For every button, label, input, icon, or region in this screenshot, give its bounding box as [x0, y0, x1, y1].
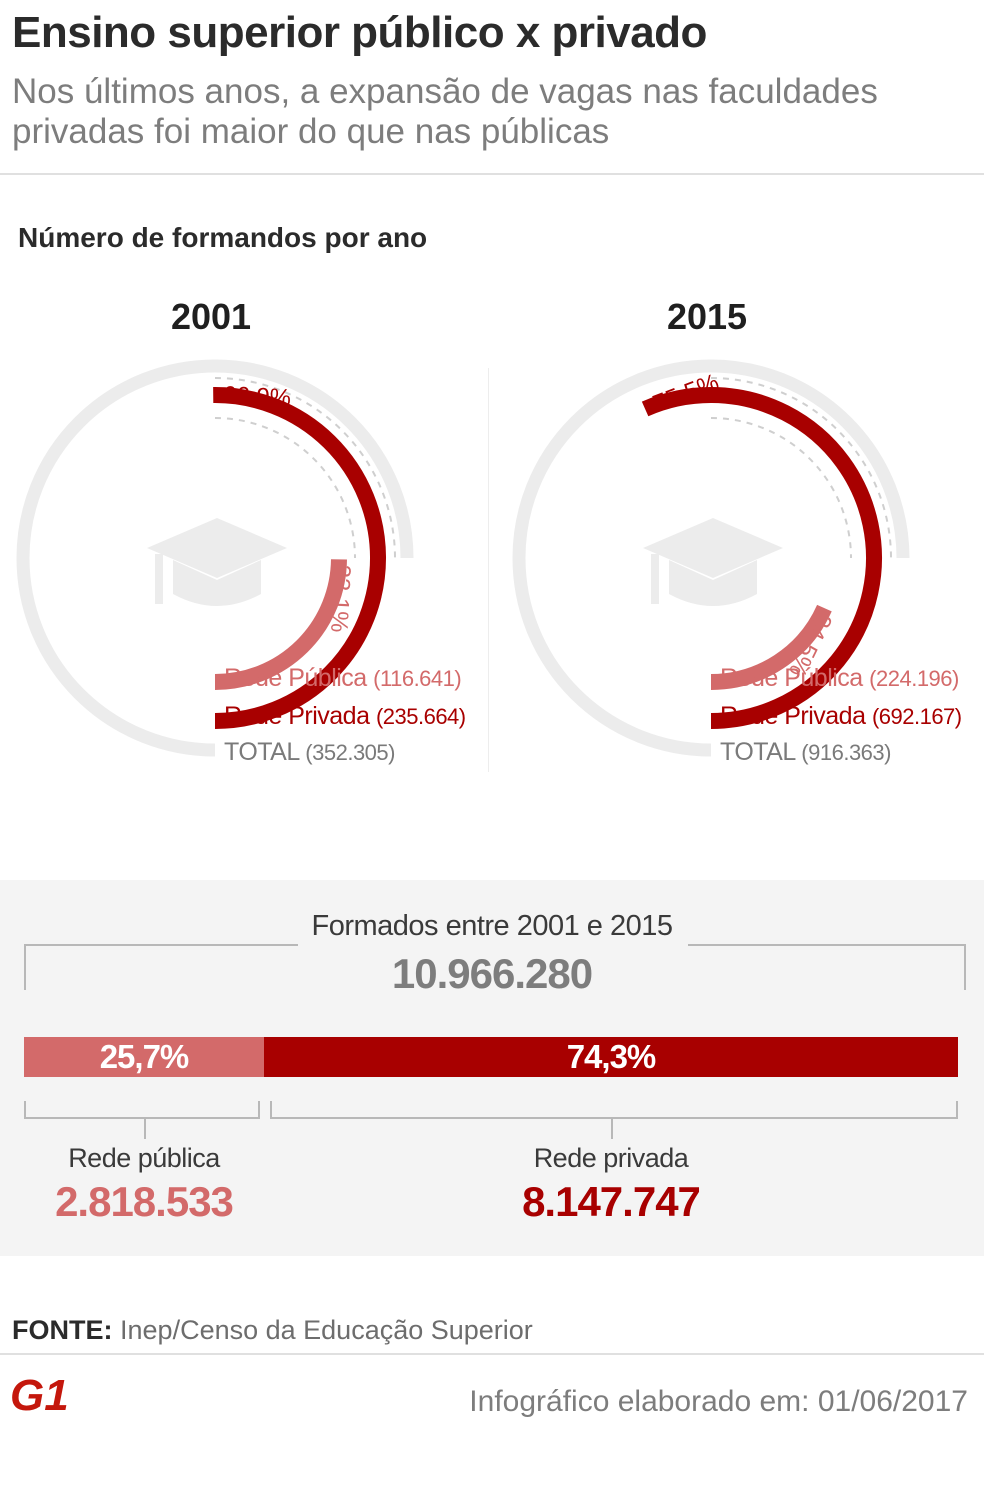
private-bracket-tick	[611, 1117, 613, 1139]
top-bracket-right-end	[964, 944, 966, 990]
public-bracket-right-end	[258, 1101, 260, 1119]
public-bracket-tick	[144, 1117, 146, 1139]
legend-private-2001: Rede Privada (235.664)	[224, 702, 466, 731]
arc-public	[710, 604, 832, 690]
cap-base	[173, 560, 261, 606]
top-bracket-left	[24, 944, 298, 946]
public-bracket	[24, 1117, 260, 1119]
private-bracket-right-end	[956, 1101, 958, 1119]
legend-total-value: (916.363)	[801, 740, 891, 765]
source-note: FONTE: Inep/Censo da Educação Superior	[12, 1315, 533, 1346]
top-bracket-right	[688, 944, 966, 946]
g1-logo: G1	[10, 1372, 69, 1416]
dashed-guide-arc	[214, 417, 356, 559]
arc-private	[213, 387, 386, 729]
private-category-value: 8.147.747	[522, 1178, 701, 1225]
legend-private-name: Rede Privada	[224, 702, 370, 730]
column-divider	[488, 368, 489, 772]
arc-public	[214, 559, 347, 690]
infographic-subtitle: Nos últimos anos, a expansão de vagas na…	[12, 72, 878, 151]
infographic-title: Ensino superior público x privado	[12, 8, 707, 57]
private-category-label: Rede privada	[533, 1143, 689, 1173]
top-bracket-left-end	[24, 944, 26, 990]
dashed-guide-arc	[710, 377, 892, 559]
legend-public-2015: Rede Pública (224.196)	[720, 664, 959, 693]
year-2001-heading: 2001	[170, 296, 252, 337]
percent-label-public: 33,1%	[325, 564, 355, 633]
public-category-value: 2.818.533	[55, 1178, 234, 1225]
legend-private-name: Rede Privada	[720, 702, 866, 730]
ring-track	[512, 359, 910, 757]
cap-top	[643, 518, 783, 578]
legend-total-value: (352.305)	[305, 740, 395, 765]
bar-label-private: 74,3%	[566, 1038, 657, 1075]
legend-private-value: (235.664)	[375, 704, 466, 729]
g1-logo-text: G1	[10, 1372, 69, 1416]
summary-title: Formados entre 2001 e 2015	[311, 910, 673, 942]
summary-total: 10.966.280	[391, 950, 593, 997]
dashed-guide-arc	[710, 417, 852, 559]
radial-chart-2015: 75,5%24,5%	[512, 359, 910, 757]
legend-public-name: Rede Pública	[720, 664, 863, 692]
private-bracket	[270, 1117, 958, 1119]
public-bracket-left-end	[24, 1101, 26, 1119]
source-text: Inep/Censo da Educação Superior	[120, 1315, 533, 1345]
legend-public-value: (224.196)	[869, 666, 959, 691]
graduation-cap-icon	[147, 518, 287, 606]
stacked-bar: 25,7% 74,3%	[24, 1037, 958, 1077]
radial-chart-2001: 66,9% 33,1%	[16, 359, 414, 757]
legend-private-2015: Rede Privada (692.167)	[720, 702, 962, 731]
source-label: FONTE:	[12, 1315, 113, 1345]
graduation-cap-icon	[643, 518, 783, 606]
top-divider	[0, 173, 984, 175]
bar-label-public: 25,7%	[99, 1038, 190, 1075]
credit-note: Infográfico elaborado em: 01/06/2017	[469, 1385, 968, 1418]
arc-private	[641, 387, 882, 729]
legend-public-2001: Rede Pública (116.641)	[224, 664, 462, 693]
cap-tassel	[155, 554, 163, 604]
dashed-guide-arc	[214, 377, 396, 559]
legend-public-name: Rede Pública	[224, 664, 367, 692]
private-bracket-left-end	[270, 1101, 272, 1119]
legend-private-value: (692.167)	[871, 704, 962, 729]
section-title: Número de formandos por ano	[18, 222, 428, 253]
cap-base	[669, 560, 757, 606]
public-category-label: Rede pública	[68, 1143, 220, 1173]
legend-public-value: (116.641)	[373, 666, 462, 691]
bottom-divider	[0, 1353, 984, 1355]
legend-total-2015: TOTAL (916.363)	[720, 738, 891, 767]
bar-segment-private: 74,3%	[264, 1037, 958, 1077]
cap-tassel	[651, 554, 659, 604]
percent-label-private: 66,9%	[222, 382, 291, 412]
legend-total-2001: TOTAL (352.305)	[224, 738, 395, 767]
ring-track	[16, 359, 414, 757]
legend-total-name: TOTAL	[224, 738, 299, 766]
cap-top	[147, 518, 287, 578]
legend-total-name: TOTAL	[720, 738, 795, 766]
bar-segment-public: 25,7%	[24, 1037, 264, 1077]
year-2015-heading: 2015	[666, 296, 748, 337]
